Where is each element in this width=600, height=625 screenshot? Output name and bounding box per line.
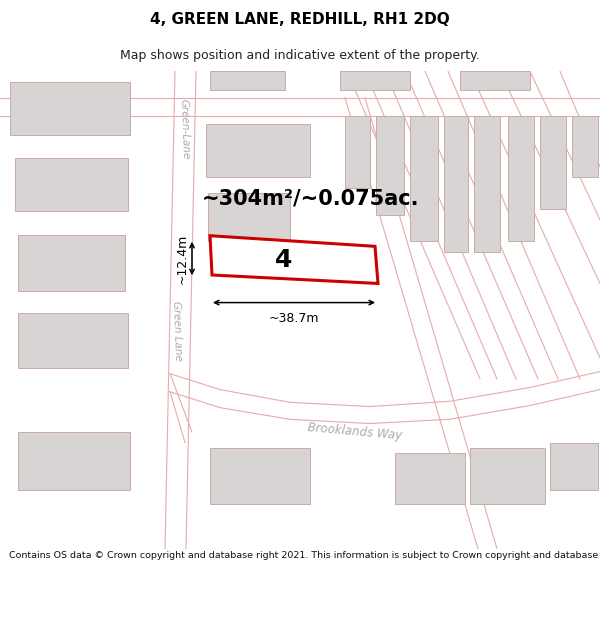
- Text: ~38.7m: ~38.7m: [269, 312, 319, 325]
- Polygon shape: [340, 71, 410, 91]
- Polygon shape: [170, 371, 600, 424]
- Text: Green Lane: Green Lane: [171, 301, 183, 361]
- Text: ~12.4m: ~12.4m: [176, 233, 189, 284]
- Polygon shape: [470, 448, 545, 504]
- Text: ~304m²/~0.075ac.: ~304m²/~0.075ac.: [201, 189, 419, 209]
- Polygon shape: [474, 116, 500, 252]
- Polygon shape: [10, 82, 130, 135]
- Text: Green‑Lane: Green‑Lane: [179, 99, 191, 160]
- Polygon shape: [444, 116, 468, 252]
- Polygon shape: [206, 124, 310, 177]
- Text: 4: 4: [275, 248, 292, 272]
- Text: Contains OS data © Crown copyright and database right 2021. This information is : Contains OS data © Crown copyright and d…: [9, 551, 600, 561]
- Polygon shape: [508, 116, 534, 241]
- Polygon shape: [345, 116, 370, 188]
- Polygon shape: [18, 234, 125, 291]
- Text: Brooklands Way: Brooklands Way: [307, 421, 403, 442]
- Polygon shape: [550, 442, 598, 491]
- Polygon shape: [18, 432, 130, 491]
- Polygon shape: [208, 193, 290, 241]
- Polygon shape: [460, 71, 530, 91]
- Polygon shape: [210, 448, 310, 504]
- Text: Map shows position and indicative extent of the property.: Map shows position and indicative extent…: [120, 49, 480, 62]
- Polygon shape: [18, 313, 128, 368]
- Polygon shape: [15, 158, 128, 211]
- Polygon shape: [540, 116, 566, 209]
- Polygon shape: [345, 98, 497, 549]
- Polygon shape: [395, 453, 465, 504]
- Polygon shape: [376, 116, 404, 214]
- Text: 4, GREEN LANE, REDHILL, RH1 2DQ: 4, GREEN LANE, REDHILL, RH1 2DQ: [150, 12, 450, 28]
- Polygon shape: [210, 71, 285, 91]
- Polygon shape: [410, 116, 438, 241]
- Polygon shape: [572, 116, 598, 178]
- Polygon shape: [210, 236, 378, 284]
- Polygon shape: [165, 71, 196, 549]
- Polygon shape: [0, 98, 600, 116]
